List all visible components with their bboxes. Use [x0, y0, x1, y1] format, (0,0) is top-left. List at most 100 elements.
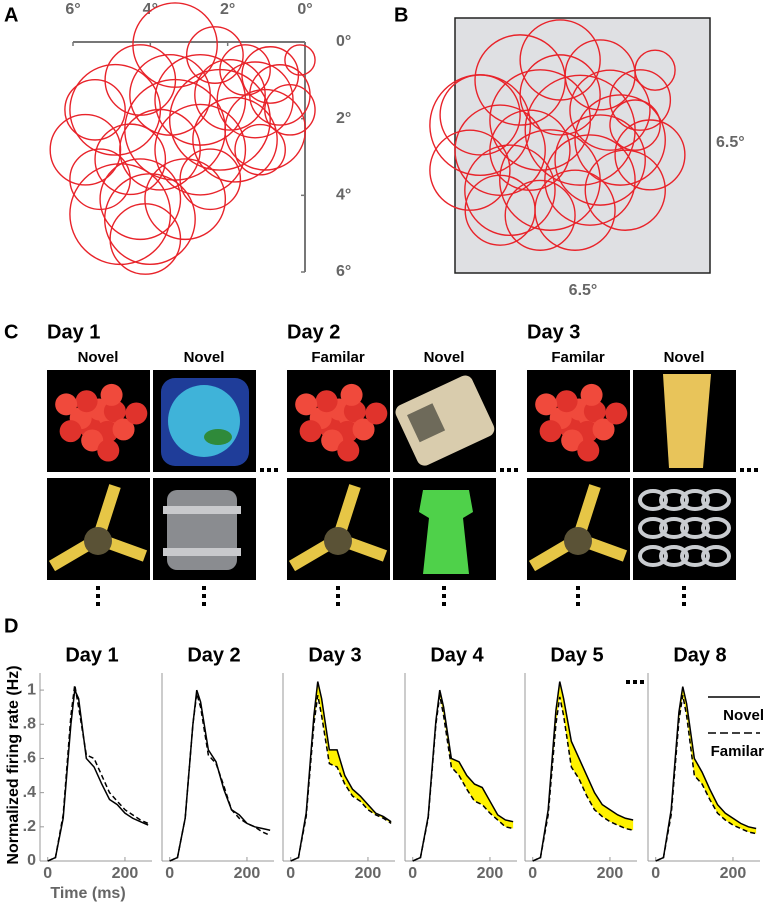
y-tick-label: 6° — [336, 263, 351, 280]
shape — [659, 489, 689, 511]
shape — [163, 506, 241, 514]
column-label: Familar — [551, 349, 605, 366]
petal — [59, 420, 82, 443]
receptive-field — [534, 169, 616, 251]
receptive-field — [454, 104, 546, 197]
shape — [204, 429, 232, 445]
x-tick-label: 200 — [355, 865, 382, 882]
ellipsis — [682, 586, 686, 590]
petal — [97, 439, 120, 462]
ellipsis — [576, 586, 580, 590]
y-tick-label: .4 — [23, 784, 36, 801]
ellipsis — [336, 602, 340, 606]
x-tick-label: 0° — [297, 1, 312, 18]
chart-title: Day 8 — [673, 644, 726, 666]
y-tick-label: .2 — [23, 818, 36, 835]
receptive-field — [144, 158, 227, 241]
petal — [125, 402, 148, 425]
y-tick-label: 4° — [336, 187, 351, 204]
stimulus-image — [393, 370, 496, 472]
ellipsis — [747, 468, 751, 472]
petal — [295, 393, 318, 416]
stimulus-image — [287, 478, 390, 580]
chart-title: Day 5 — [550, 644, 603, 666]
petal — [55, 393, 78, 416]
shape — [638, 489, 668, 511]
receptive-field — [129, 53, 211, 136]
petal — [577, 439, 600, 462]
difference-fill — [532, 681, 634, 861]
receptive-field — [192, 96, 278, 183]
x-tick-label: 200 — [597, 865, 624, 882]
receptive-field — [519, 54, 601, 136]
series-line — [412, 695, 514, 862]
x-tick-label: 200 — [720, 865, 747, 882]
petal — [103, 400, 126, 423]
receptive-field — [179, 148, 242, 211]
stimulus-image — [47, 478, 150, 580]
shape — [84, 527, 112, 555]
ellipsis — [202, 586, 206, 590]
petal — [315, 390, 338, 413]
x-tick-label: 200 — [234, 865, 261, 882]
x-axis-label: Time (ms) — [50, 885, 125, 902]
column-label: Novel — [424, 349, 465, 366]
day-title: Day 1 — [47, 321, 100, 343]
receptive-field — [69, 148, 131, 211]
shape — [638, 517, 668, 539]
ellipsis — [576, 602, 580, 606]
ellipsis — [336, 594, 340, 598]
receptive-field — [99, 158, 182, 241]
ellipsis — [682, 594, 686, 598]
chart-title: Day 1 — [65, 644, 118, 666]
petal — [555, 390, 578, 413]
receptive-field — [464, 144, 556, 237]
receptive-field — [584, 149, 666, 231]
stimulus-area — [454, 17, 711, 274]
receptive-field — [168, 68, 271, 171]
petal — [561, 429, 584, 452]
panel-label: B — [394, 4, 408, 26]
x-tick-label: 0 — [43, 865, 52, 882]
x-tick-label: 0 — [651, 865, 660, 882]
column-label: Novel — [78, 349, 119, 366]
shape — [168, 385, 240, 457]
receptive-field — [119, 108, 201, 191]
receptive-field — [284, 44, 316, 76]
petal — [583, 400, 606, 423]
y-tick-label: 0° — [336, 33, 351, 50]
receptive-field — [524, 74, 636, 186]
petal — [343, 400, 366, 423]
ellipsis — [202, 602, 206, 606]
receptive-field — [569, 69, 651, 151]
x-tick-label: 200 — [477, 865, 504, 882]
receptive-field — [519, 19, 601, 101]
column-label: Novel — [184, 349, 225, 366]
stimulus-image — [393, 478, 496, 580]
receptive-field — [634, 49, 676, 91]
petal — [75, 390, 98, 413]
shape — [701, 489, 731, 511]
legend-label: Familar — [711, 743, 765, 760]
ellipsis — [260, 468, 264, 472]
stimulus-image — [633, 478, 736, 580]
shape — [680, 545, 710, 567]
series-line — [47, 684, 149, 862]
petal — [112, 418, 135, 441]
ellipsis — [626, 680, 644, 684]
receptive-field — [249, 64, 311, 126]
ellipsis — [576, 594, 580, 598]
stimulus-image — [153, 370, 256, 472]
y-tick-label: .6 — [23, 750, 36, 767]
receptive-field — [609, 99, 661, 151]
chart-title: Day 3 — [308, 644, 361, 666]
stimulus-image — [527, 478, 630, 580]
x-tick-label: 0 — [165, 865, 174, 882]
ellipsis — [96, 594, 100, 598]
stimulus-image — [153, 478, 256, 580]
y-tick-label: 0 — [27, 852, 36, 869]
shape — [324, 527, 352, 555]
x-tick-label: 0 — [528, 865, 537, 882]
receptive-field — [439, 74, 521, 156]
ellipsis — [682, 602, 686, 606]
